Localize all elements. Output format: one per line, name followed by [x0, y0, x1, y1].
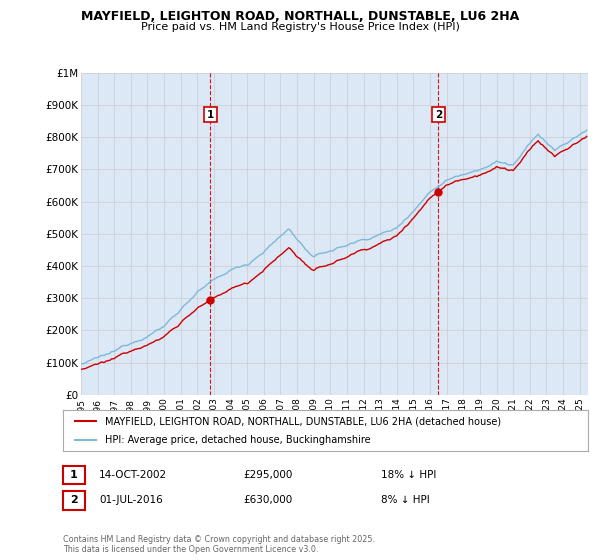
Text: 2: 2 [70, 496, 77, 505]
Text: 1: 1 [207, 110, 214, 120]
Text: 14-OCT-2002: 14-OCT-2002 [99, 470, 167, 480]
Text: Contains HM Land Registry data © Crown copyright and database right 2025.
This d: Contains HM Land Registry data © Crown c… [63, 535, 375, 554]
Text: 2: 2 [435, 110, 442, 120]
Text: 18% ↓ HPI: 18% ↓ HPI [381, 470, 436, 480]
Text: MAYFIELD, LEIGHTON ROAD, NORTHALL, DUNSTABLE, LU6 2HA: MAYFIELD, LEIGHTON ROAD, NORTHALL, DUNST… [81, 10, 519, 23]
Text: 1: 1 [70, 470, 77, 480]
Text: 01-JUL-2016: 01-JUL-2016 [99, 496, 163, 505]
Text: 8% ↓ HPI: 8% ↓ HPI [381, 496, 430, 505]
Text: HPI: Average price, detached house, Buckinghamshire: HPI: Average price, detached house, Buck… [105, 435, 371, 445]
Text: £630,000: £630,000 [243, 496, 292, 505]
Text: £295,000: £295,000 [243, 470, 292, 480]
Text: MAYFIELD, LEIGHTON ROAD, NORTHALL, DUNSTABLE, LU6 2HA (detached house): MAYFIELD, LEIGHTON ROAD, NORTHALL, DUNST… [105, 417, 501, 426]
Text: Price paid vs. HM Land Registry's House Price Index (HPI): Price paid vs. HM Land Registry's House … [140, 22, 460, 32]
